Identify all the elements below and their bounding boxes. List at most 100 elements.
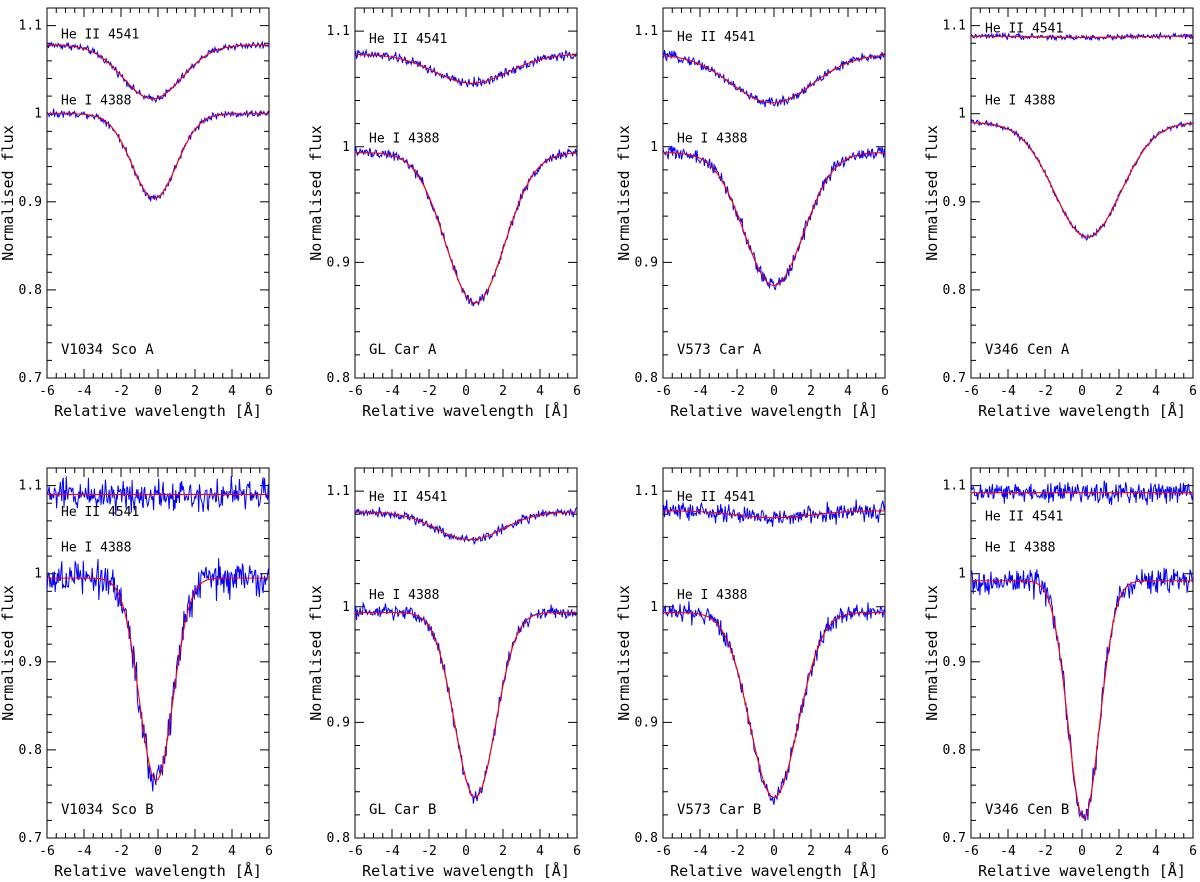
x-axis-label: Relative wavelength [Å] [362, 861, 570, 880]
y-axis-label: Normalised flux [0, 585, 17, 720]
y-tick-label: 1.1 [635, 484, 658, 499]
series-he-i-4388 [663, 601, 885, 805]
y-tick-label: 1 [650, 140, 658, 155]
x-tick-label: 6 [1189, 384, 1197, 399]
y-tick-label: 1 [342, 140, 350, 155]
line-label: He I 4388 [677, 588, 747, 603]
series-he-i-4388 [971, 567, 1193, 822]
y-axis-label: Normalised flux [307, 125, 325, 260]
x-tick-label: 6 [881, 384, 889, 399]
y-tick-label: 1 [650, 600, 658, 615]
x-tick-label: -2 [1037, 844, 1053, 859]
y-tick-label: 0.9 [327, 255, 350, 270]
line-label: He I 4388 [61, 540, 131, 555]
x-tick-label: -2 [421, 384, 437, 399]
observed-spectrum-line [663, 499, 885, 527]
line-label: He I 4388 [985, 94, 1055, 109]
observed-spectrum-line [355, 601, 577, 804]
x-tick-label: -4 [1000, 844, 1016, 859]
series-he-ii-4541 [47, 40, 269, 104]
star-label: V573 Car B [677, 802, 761, 818]
y-tick-label: 0.8 [19, 743, 42, 758]
x-tick-label: -6 [963, 384, 979, 399]
x-axis-label: Relative wavelength [Å] [978, 861, 1186, 880]
x-tick-label: -4 [1000, 384, 1016, 399]
x-tick-label: 0 [462, 384, 470, 399]
line-label: He II 4541 [985, 21, 1063, 36]
y-tick-label: 0.8 [635, 831, 658, 846]
x-tick-label: -2 [729, 384, 745, 399]
plot-frame [46, 467, 270, 839]
y-tick-label: 0.7 [943, 371, 966, 386]
plot-frame [354, 7, 578, 379]
series-he-ii-4541 [663, 499, 885, 527]
plot-frame [662, 467, 886, 839]
y-tick-label: 0.9 [327, 715, 350, 730]
x-tick-label: 2 [807, 844, 815, 859]
y-axis-label: Normalised flux [615, 585, 633, 720]
x-tick-label: 0 [1078, 384, 1086, 399]
panel-v346-cen-a: -6 -4 -2 0 2 4 6 0.7 0.8 0.9 1 1.1 Relative waveleng… [923, 7, 1197, 420]
line-label: He I 4388 [369, 588, 439, 603]
series-he-i-4388 [47, 108, 269, 202]
y-tick-label: 1.1 [19, 479, 42, 494]
x-tick-label: -6 [347, 384, 363, 399]
model-profile-line [971, 35, 1193, 39]
series-he-ii-4541 [355, 506, 577, 546]
x-tick-label: -2 [113, 844, 129, 859]
plot-frame [970, 7, 1194, 379]
x-tick-label: -4 [692, 384, 708, 399]
x-tick-label: -4 [384, 844, 400, 859]
model-profile-line [47, 44, 269, 100]
y-tick-label: 1.1 [327, 484, 350, 499]
model-profile-line [355, 611, 577, 799]
y-tick-label: 0.9 [19, 195, 42, 210]
x-tick-label: 2 [1115, 384, 1123, 399]
line-label: He I 4388 [369, 132, 439, 147]
x-tick-label: 4 [1152, 384, 1160, 399]
y-tick-label: 1 [342, 600, 350, 615]
x-tick-label: 4 [844, 384, 852, 399]
observed-spectrum-line [663, 49, 885, 108]
x-axis-label: Relative wavelength [Å] [670, 861, 878, 880]
observed-spectrum-line [47, 108, 269, 202]
star-label: GL Car B [369, 802, 436, 818]
star-label: V573 Car A [677, 342, 762, 358]
x-tick-label: -2 [1037, 384, 1053, 399]
observed-spectrum-line [355, 147, 577, 307]
star-label: V346 Cen A [985, 342, 1070, 358]
y-tick-label: 1.1 [943, 19, 966, 34]
series-he-ii-4541 [47, 476, 269, 516]
star-label: V1034 Sco A [61, 342, 154, 358]
line-label: He II 4541 [369, 490, 447, 505]
model-profile-line [663, 54, 885, 104]
x-axis-label: Relative wavelength [Å] [978, 401, 1186, 420]
observed-spectrum-line [47, 558, 269, 792]
series-he-i-4388 [971, 118, 1193, 241]
y-tick-label: 0.8 [943, 743, 966, 758]
observed-spectrum-line [971, 118, 1193, 241]
y-tick-label: 1.1 [19, 19, 42, 34]
model-profile-line [47, 113, 269, 199]
x-tick-label: -6 [39, 384, 55, 399]
panel-v1034-sco-a: -6 -4 -2 0 2 4 6 0.7 0.8 0.9 1 1.1 Relative waveleng… [0, 7, 273, 420]
x-tick-label: 0 [770, 844, 778, 859]
model-profile-line [47, 577, 269, 782]
x-tick-label: -4 [384, 384, 400, 399]
plot-frame [354, 467, 578, 839]
line-label: He II 4541 [61, 505, 139, 520]
panel-gl-car-a: -6 -4 -2 0 2 4 6 0.8 0.9 1 1.1 Relative wavelength … [307, 7, 581, 420]
series-he-i-4388 [355, 601, 577, 804]
x-tick-label: 0 [770, 384, 778, 399]
y-tick-label: 0.9 [943, 195, 966, 210]
panel-gl-car-b: -6 -4 -2 0 2 4 6 0.8 0.9 1 1.1 Relative wavelength … [307, 467, 581, 880]
y-tick-label: 0.7 [19, 371, 42, 386]
x-tick-label: 0 [1078, 844, 1086, 859]
y-tick-label: 0.8 [327, 831, 350, 846]
y-tick-label: 0.7 [19, 831, 42, 846]
y-tick-label: 0.8 [19, 283, 42, 298]
y-axis-label: Normalised flux [923, 585, 941, 720]
panel-v1034-sco-b: -6 -4 -2 0 2 4 6 0.7 0.8 0.9 1 1.1 Relative waveleng… [0, 467, 273, 880]
x-tick-label: 6 [1189, 844, 1197, 859]
x-tick-label: 4 [844, 844, 852, 859]
